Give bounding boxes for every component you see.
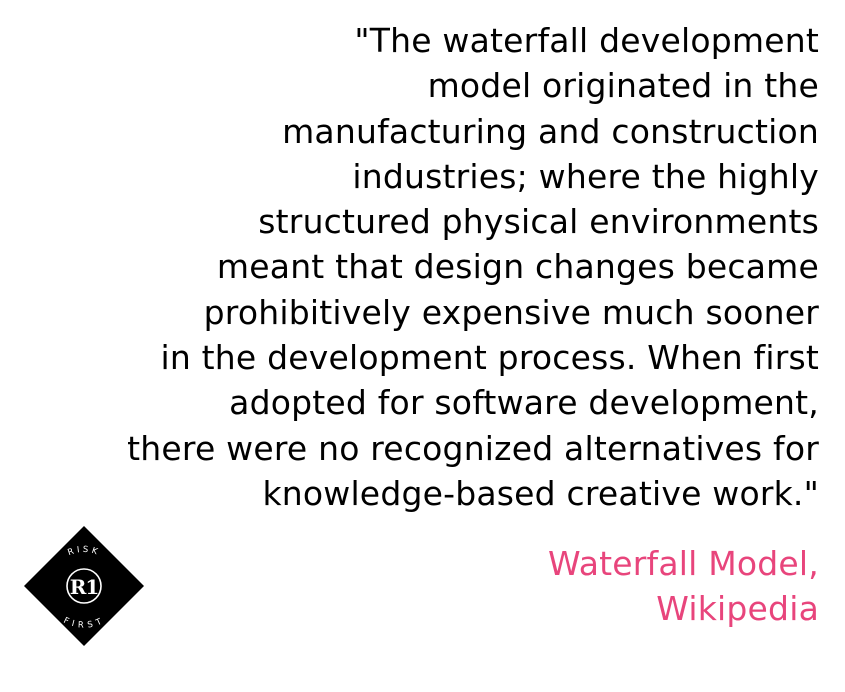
logo-bottom-text: FIRST (62, 616, 103, 631)
quote-line: industries; where the highly (352, 156, 819, 196)
logo-monogram: R1 (70, 575, 99, 599)
quote-line: in the development process. When first (160, 338, 819, 378)
quote-block: "The waterfall development model origina… (127, 18, 819, 516)
logo-diamond (24, 526, 144, 646)
logo-top-text: RISK (66, 545, 98, 558)
quote-line: meant that design changes became (216, 247, 819, 287)
quote-line: knowledge-based creative work." (262, 473, 819, 513)
quote-line: adopted for software development, (229, 383, 819, 423)
attribution-title: Waterfall Model, (548, 544, 819, 583)
attribution-source: Wikipedia (656, 589, 819, 628)
risk-first-logo: R1 RISK FIRST (24, 526, 144, 646)
quote-line: "The waterfall development (354, 21, 819, 60)
quote-line: there were no recognized alternatives fo… (127, 428, 819, 468)
attribution: Waterfall Model, Wikipedia (548, 541, 819, 631)
quote-line: prohibitively expensive much sooner (203, 292, 819, 332)
quote-line: model originated in the (427, 66, 819, 106)
svg-text:FIRST: FIRST (62, 616, 106, 631)
quote-line: manufacturing and construction (282, 111, 819, 151)
svg-text:RISK: RISK (66, 545, 101, 558)
logo-ring (66, 568, 102, 604)
quote-line: structured physical environments (258, 202, 819, 242)
